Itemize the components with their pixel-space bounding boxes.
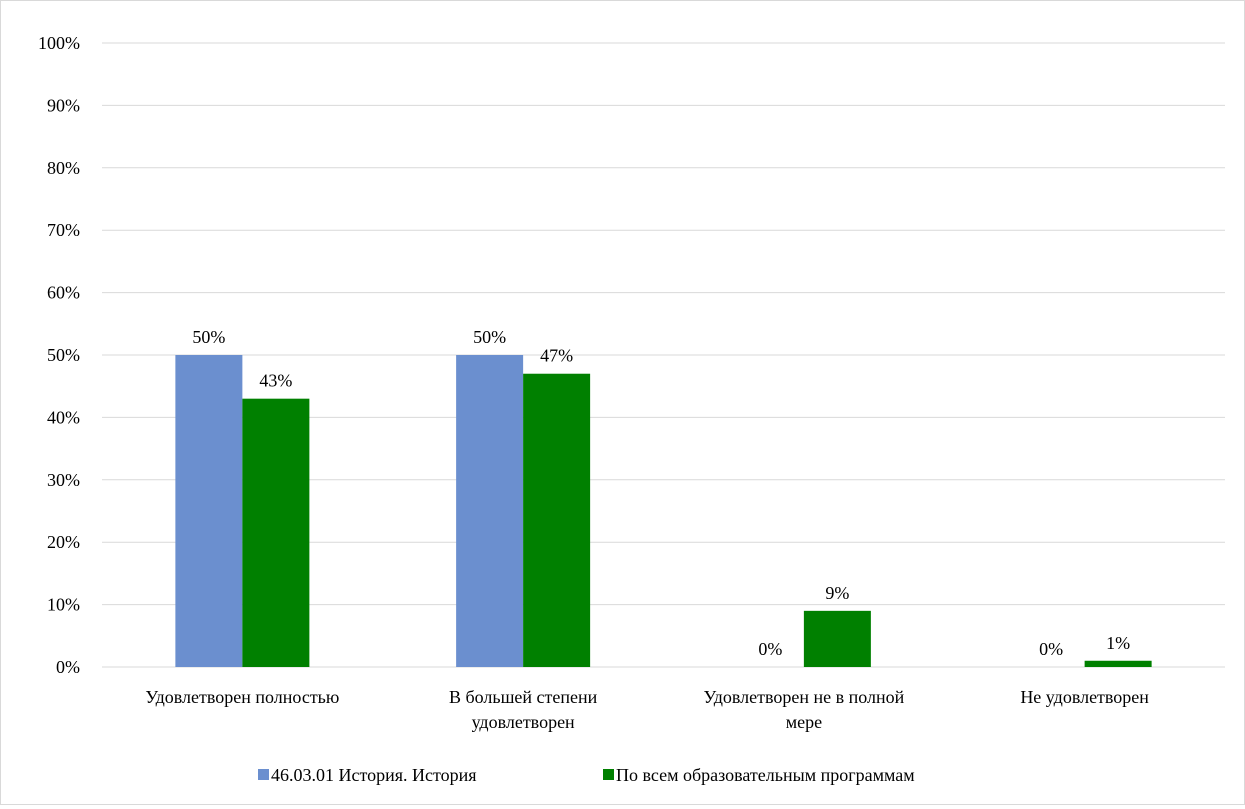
legend-swatch [603,769,614,780]
data-label: 50% [473,327,506,347]
y-tick-label: 30% [47,470,80,490]
x-tick-label: удовлетворен [472,712,575,732]
y-tick-label: 60% [47,283,80,303]
y-tick-label: 10% [47,595,80,615]
legend-label: 46.03.01 История. История [271,765,477,785]
x-axis-tick-labels: Удовлетворен полностью В большей степени у… [145,687,1149,732]
bars [175,355,1152,667]
y-axis-tick-labels: 0% 10% 20% 30% 40% 50% 60% 70% 80% 90% 100% [38,33,80,677]
y-tick-label: 0% [56,657,80,677]
y-tick-label: 70% [47,220,80,240]
data-label: 0% [1039,639,1063,659]
data-labels: 50% 43% 50% 47% 0% 9% 0% 1% [192,327,1130,659]
bar [242,398,310,667]
y-tick-label: 20% [47,532,80,552]
y-tick-label: 50% [47,345,80,365]
y-tick-label: 80% [47,158,80,178]
legend: 46.03.01 История. История По всем образов… [258,765,915,785]
y-tick-label: 40% [47,407,80,427]
data-label: 43% [259,371,292,391]
y-tick-label: 100% [38,33,80,53]
x-tick-label: Не удовлетворен [1020,687,1149,707]
bar [175,355,243,667]
x-tick-label: В большей степени [449,687,598,707]
data-label: 47% [540,346,573,366]
x-tick-label: Удовлетворен не в полной [704,687,905,707]
data-label: 0% [758,639,782,659]
bar [456,355,524,667]
legend-swatch [258,769,269,780]
data-label: 1% [1106,633,1130,653]
data-label: 50% [192,327,225,347]
y-tick-label: 90% [47,95,80,115]
legend-label: По всем образовательным программам [616,765,915,785]
bar [803,610,871,667]
bar [523,373,591,667]
x-tick-label: Удовлетворен полностью [145,687,339,707]
data-label: 9% [825,583,849,603]
bar [1084,660,1152,667]
x-tick-label: мере [786,712,822,732]
